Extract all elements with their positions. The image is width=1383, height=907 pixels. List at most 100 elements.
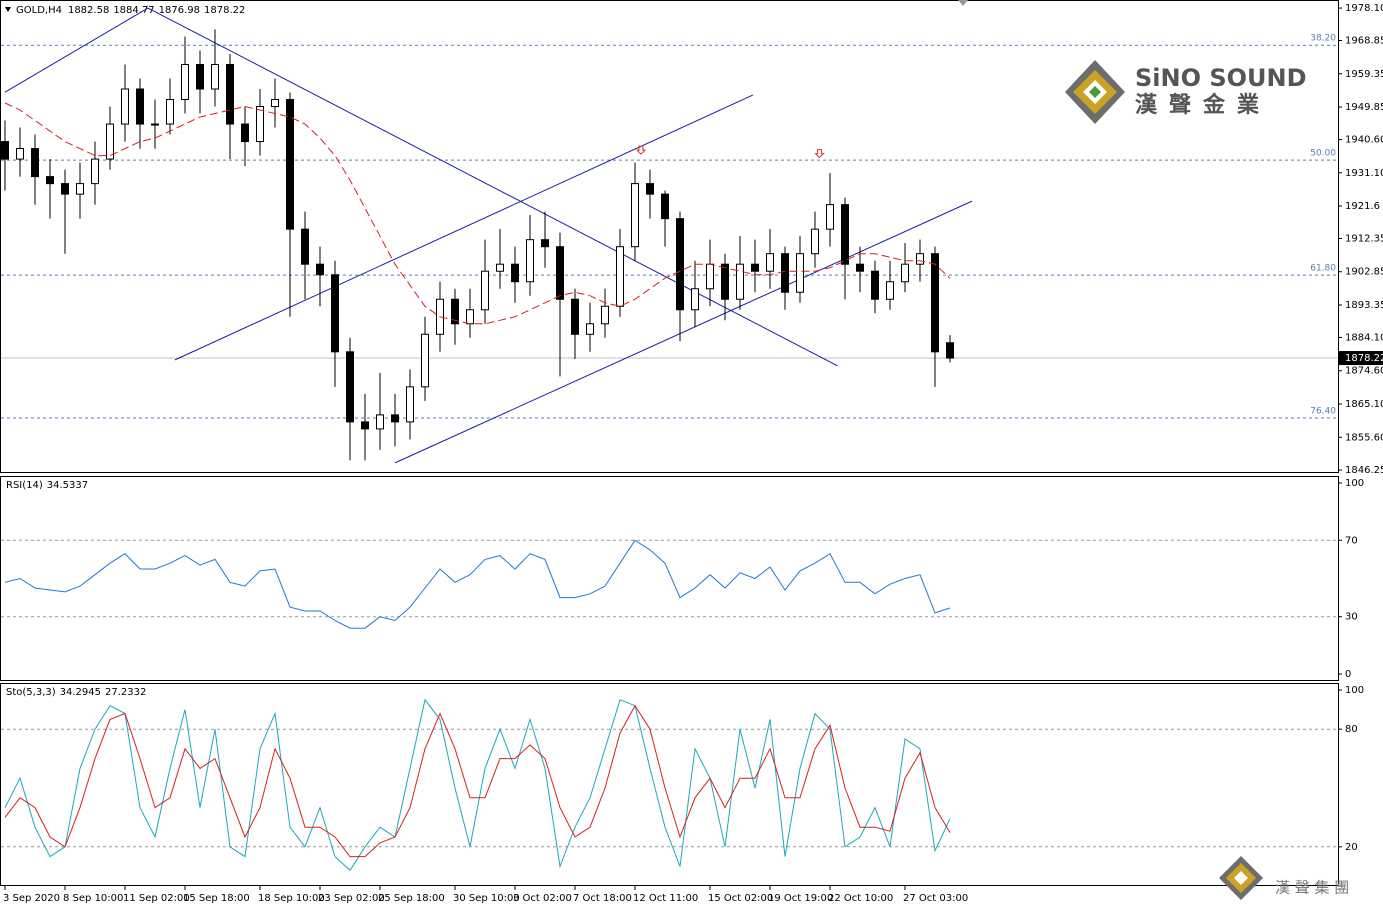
candle-body: [856, 263, 864, 272]
y-tick-label: 1865.10: [1345, 399, 1383, 410]
trendline: [394, 200, 973, 464]
y-tick-label: 1978.10: [1345, 3, 1383, 14]
rsi-value: 34.5337: [47, 480, 88, 491]
y-tick-label: 80: [1345, 724, 1358, 735]
price-tag: 1878.22: [1345, 353, 1383, 364]
candle-body: [211, 63, 219, 90]
x-tick-label: 25 Sep 18:00: [378, 893, 445, 904]
watermark-diamond-inner: [1234, 871, 1248, 885]
candle-body: [271, 99, 279, 108]
shift-marker: [958, 0, 968, 6]
candle-body: [346, 351, 354, 423]
trendline: [147, 7, 838, 367]
logo-name: SiNO SOUND: [1135, 64, 1307, 92]
x-tick-label: 12 Oct 11:00: [633, 893, 698, 904]
candle-body: [241, 123, 249, 143]
candle-body: [646, 183, 654, 195]
y-tick-label: 30: [1345, 612, 1358, 623]
ohlc-high: 1884.77: [113, 5, 154, 16]
x-tick-label: 18 Sep 10:00: [258, 893, 325, 904]
ohlc-low: 1876.98: [159, 5, 200, 16]
candle-body: [301, 228, 309, 265]
watermark-text: 漢 聲 集 團: [1275, 879, 1349, 897]
candle-body: [796, 253, 804, 293]
candle-body: [766, 253, 774, 272]
y-tick-label: 1949.85: [1345, 102, 1383, 113]
y-tick-label: 1912.35: [1345, 233, 1383, 244]
candle-body: [316, 263, 324, 276]
y-tick-label: 1884.10: [1345, 332, 1383, 343]
x-tick-label: 11 Sep 02:00: [123, 893, 190, 904]
candle-body: [391, 414, 399, 423]
sto-main-value: 34.2945: [60, 687, 101, 698]
candle-body: [181, 63, 189, 101]
y-tick-label: 1931.10: [1345, 168, 1383, 179]
trendline: [4, 7, 149, 93]
menu-marker: [5, 7, 11, 12]
candle-body: [826, 204, 834, 230]
candle-body: [586, 323, 594, 335]
indicator-line: [4, 539, 951, 629]
candle-body: [676, 218, 684, 311]
candle-body: [46, 176, 54, 185]
candle-body: [631, 183, 639, 248]
rsi-title: RSI(14): [6, 480, 43, 491]
x-tick-label: 27 Oct 03:00: [903, 893, 968, 904]
x-tick-label: 19 Oct 19:00: [768, 893, 833, 904]
candle-body: [166, 99, 174, 125]
signal-arrow: [635, 145, 647, 155]
header: GOLD,H4 1882.58 1884.77 1876.98 1878.22: [16, 5, 245, 16]
candle-body: [661, 193, 669, 220]
x-tick-label: 15 Oct 02:00: [708, 893, 773, 904]
candle-body: [556, 246, 564, 300]
ohlc-close: 1878.22: [204, 5, 245, 16]
x-tick-label: 30 Sep 10:00: [453, 893, 520, 904]
candle-body: [511, 263, 519, 283]
moving-average: [4, 102, 951, 325]
y-tick-label: 1902.85: [1345, 267, 1383, 278]
price-tag-bg: [1339, 351, 1383, 366]
fib-label: 38.20: [1310, 34, 1336, 44]
candle-body: [601, 305, 609, 325]
candle-body: [16, 148, 24, 160]
candle-body: [61, 183, 69, 195]
candle-body: [466, 309, 474, 325]
candle-body: [541, 239, 549, 248]
x-tick-label: 8 Sep 10:00: [63, 893, 123, 904]
candle-body: [151, 123, 159, 126]
logo-chinese: 漢聲金業: [1135, 92, 1271, 118]
y-tick-label: 1968.85: [1345, 35, 1383, 46]
fib-label: 76.40: [1310, 407, 1336, 417]
sto-panel: [0, 683, 1339, 886]
candle-body: [76, 183, 84, 195]
candle-body: [751, 263, 759, 272]
candle-body: [781, 253, 789, 293]
symbol: GOLD,H4: [16, 5, 62, 16]
candle-body: [106, 123, 114, 160]
watermark-logo: 漢 聲 集 團: [1219, 856, 1349, 900]
y-tick-label: 1921.6: [1345, 201, 1380, 212]
candle-body: [721, 263, 729, 300]
ohlc-open: 1882.58: [68, 5, 109, 16]
candle-body: [736, 263, 744, 300]
candle-body: [871, 270, 879, 300]
rsi-header: RSI(14) 34.5337: [6, 480, 88, 491]
trendline: [174, 94, 754, 361]
candle-body: [1, 141, 9, 160]
candle-body: [196, 63, 204, 90]
candle-body: [331, 274, 339, 353]
candle-body: [91, 158, 99, 185]
y-tick-label: 1855.60: [1345, 432, 1383, 443]
y-tick-label: 1874.60: [1345, 366, 1383, 377]
candle-body: [376, 414, 384, 430]
y-tick-label: 100: [1345, 685, 1364, 696]
candle-body: [616, 246, 624, 307]
candle-body: [286, 99, 294, 230]
y-tick-label: 100: [1345, 478, 1364, 489]
candle-body: [571, 298, 579, 335]
y-tick-label: 1959.35: [1345, 69, 1383, 80]
candle-body: [886, 281, 894, 300]
x-tick-label: 3 Sep 2020: [3, 893, 60, 904]
candle-body: [226, 63, 234, 125]
